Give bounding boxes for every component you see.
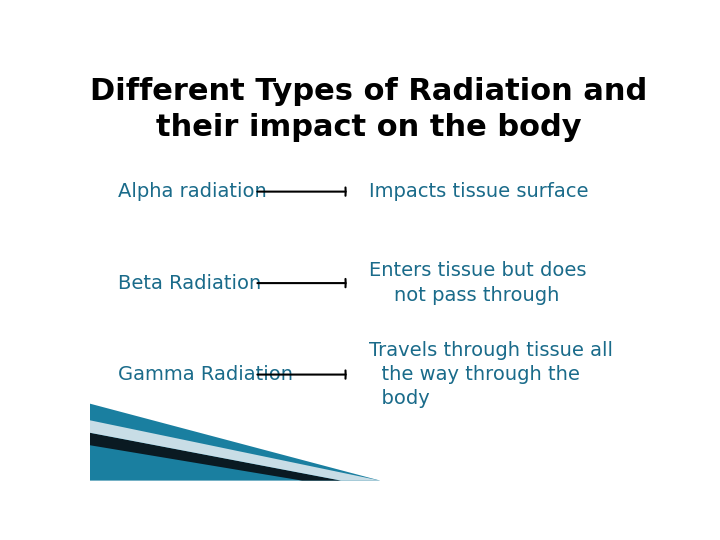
Text: Beta Radiation: Beta Radiation <box>118 274 261 293</box>
Text: Enters tissue but does
    not pass through: Enters tissue but does not pass through <box>369 261 587 305</box>
Polygon shape <box>90 433 341 481</box>
Text: Gamma Radiation: Gamma Radiation <box>118 365 293 384</box>
Text: Impacts tissue surface: Impacts tissue surface <box>369 182 588 201</box>
Polygon shape <box>90 420 380 481</box>
Polygon shape <box>90 404 380 481</box>
Text: Alpha radiation: Alpha radiation <box>118 182 266 201</box>
Text: Different Types of Radiation and
their impact on the body: Different Types of Radiation and their i… <box>91 77 647 142</box>
Text: Travels through tissue all
  the way through the
  body: Travels through tissue all the way throu… <box>369 341 613 408</box>
